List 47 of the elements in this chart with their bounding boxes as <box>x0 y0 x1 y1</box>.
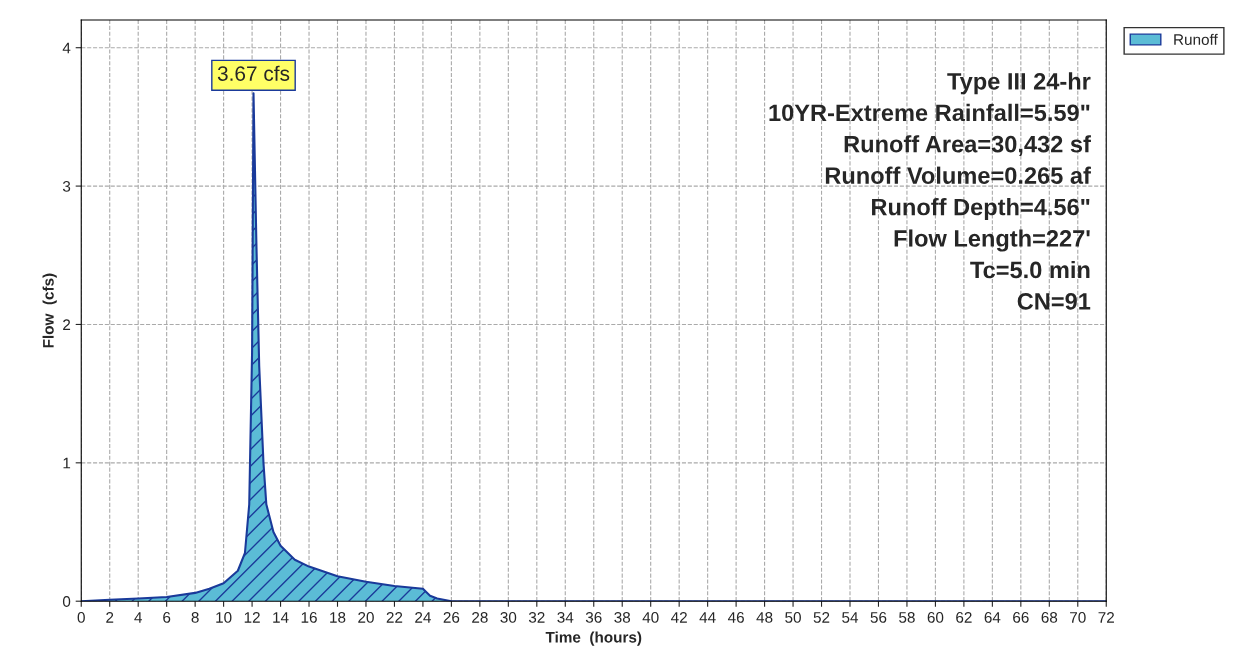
y-tick-label: 2 <box>63 319 71 330</box>
x-tick-label: 42 <box>671 612 687 623</box>
y-axis-title: Flow (cfs) <box>42 273 57 348</box>
x-tick-label: 38 <box>614 612 631 623</box>
y-tick-label: 0 <box>62 596 71 607</box>
x-tick-label: 22 <box>386 612 403 623</box>
x-tick-label: 10 <box>216 612 232 623</box>
annotation: 3.67 cfs <box>217 65 290 81</box>
x-tick-label: 28 <box>472 612 488 623</box>
x-tick-label: 16 <box>301 612 317 623</box>
legend-label: Runoff <box>1174 33 1218 46</box>
x-tick-label: 20 <box>358 612 374 623</box>
x-tick-label: 48 <box>756 612 773 623</box>
x-tick-label: 32 <box>528 612 545 623</box>
y-tick-label: 3 <box>62 180 71 192</box>
x-tick-label: 68 <box>1041 612 1058 623</box>
x-tick-label: 30 <box>500 612 517 623</box>
x-tick-label: 54 <box>842 612 859 623</box>
y-tick-label: 4 <box>62 42 71 54</box>
x-tick-label: 64 <box>984 612 1001 623</box>
x-axis-title: Time (hours) <box>545 631 642 646</box>
x-tick-label: 36 <box>585 612 602 623</box>
x-tick-label: 14 <box>273 612 289 623</box>
x-tick-label: 50 <box>785 612 801 623</box>
x-tick-label: 56 <box>870 612 887 623</box>
x-tick-label: 58 <box>899 612 915 623</box>
x-tick-label: 18 <box>330 612 346 623</box>
x-tick-label: 66 <box>1013 612 1029 623</box>
x-tick-label: 70 <box>1070 612 1086 623</box>
x-tick-label: 8 <box>191 612 199 623</box>
x-tick-label: 12 <box>244 612 260 623</box>
x-tick-label: 6 <box>163 612 171 623</box>
y-tick-label: 1 <box>63 457 71 469</box>
x-tick-label: 24 <box>415 612 431 623</box>
x-tick-label: 2 <box>106 612 114 623</box>
x-tick-label: 40 <box>642 612 659 623</box>
annotation: Type III 24-hr 10YR-Extreme Rainfall=5.59" Runoff Area=30,432 sf Runoff Volume=0.265 af Runoff Depth=4.56" Flow Length=227' Tc=5.0 min CN=91 <box>769 72 1091 310</box>
x-tick-label: 62 <box>956 612 972 623</box>
x-tick-label: 60 <box>927 612 944 623</box>
x-tick-label: 52 <box>813 612 830 623</box>
x-tick-label: 26 <box>443 612 460 623</box>
x-tick-label: 0 <box>77 612 85 623</box>
x-tick-label: 34 <box>557 612 574 623</box>
x-tick-label: 4 <box>134 612 142 623</box>
x-tick-label: 44 <box>699 612 716 623</box>
x-tick-label: 72 <box>1098 612 1114 623</box>
x-tick-label: 46 <box>727 612 744 623</box>
